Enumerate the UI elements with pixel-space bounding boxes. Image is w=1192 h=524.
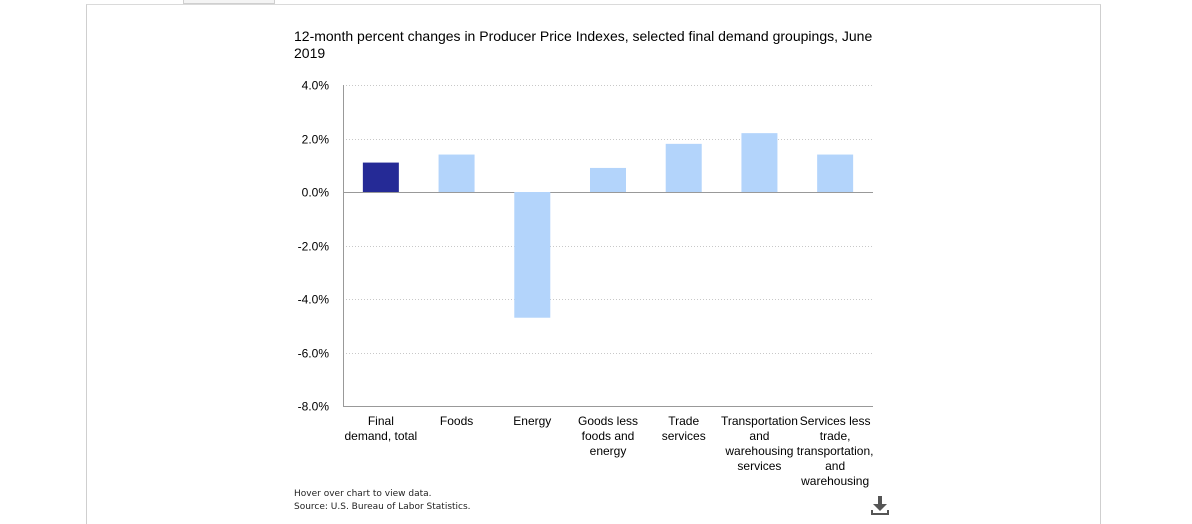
category-label: Trade services [662,414,706,443]
chart-frame [86,4,1101,524]
source-note: Source: U.S. Bureau of Labor Statistics. [294,502,471,512]
category-labels: Final demand, total Foods Energy Goods less f… [344,414,873,488]
category-label: Energy [513,414,551,428]
category-label: Goods less foods and energy [578,414,638,458]
bar[interactable] [741,133,778,192]
category-label: Foods [440,414,473,428]
tab-stub[interactable] [183,0,275,4]
bar[interactable] [362,162,399,192]
bars[interactable] [362,133,854,318]
y-tick-label: 4.0% [302,79,330,93]
bar[interactable] [817,154,854,192]
hover-note: Hover over chart to view data. [294,489,432,499]
category-label: Services less trade, transportation, and war… [797,414,874,488]
bar[interactable] [590,167,626,192]
bar[interactable] [514,192,551,318]
category-label: Final demand, total [344,414,417,443]
bar[interactable] [438,154,475,192]
y-tick-label: -8.0% [298,400,330,414]
axes [343,85,873,407]
y-tick-label: 2.0% [302,133,330,147]
y-tick-labels: 4.0% 2.0% 0.0% -2.0% -4.0% -6.0% -8.0% [298,79,330,414]
category-label: Transportation and warehousing services [721,414,798,473]
bar[interactable] [665,143,702,192]
grid-lines [343,85,873,354]
y-tick-label: -2.0% [298,240,330,254]
y-tick-label: -6.0% [298,347,330,361]
chart-title: 12-month percent changes in Producer Pri… [294,28,873,61]
y-tick-label: -4.0% [298,293,330,307]
y-tick-label: 0.0% [302,186,330,200]
download-icon[interactable] [869,494,891,516]
